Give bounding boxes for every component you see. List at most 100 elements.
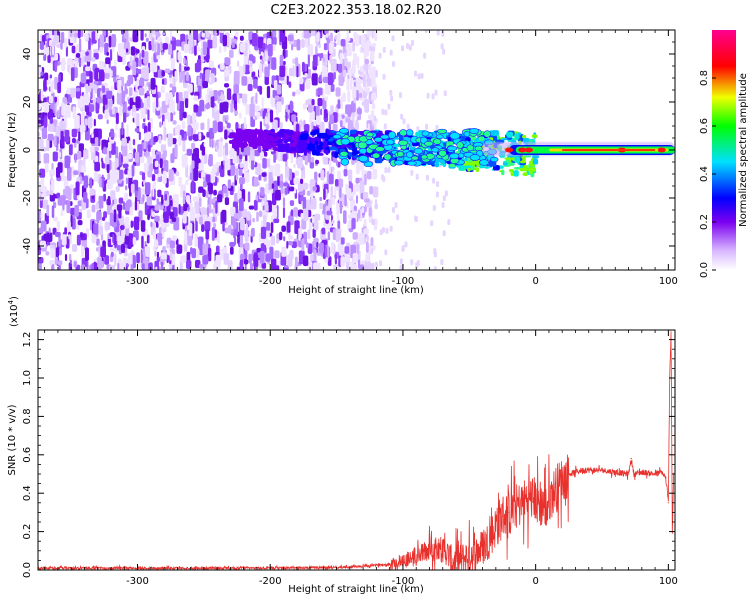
heat-cell [208, 247, 212, 262]
heat-cell [120, 243, 125, 254]
heat-cell [88, 104, 95, 113]
heat-cell [112, 233, 115, 244]
heat-cell [496, 135, 500, 140]
heat-cell [310, 144, 315, 151]
heat-cell [162, 245, 166, 253]
snr-point [422, 552, 424, 554]
heat-cell [54, 96, 58, 103]
heat-peak [466, 144, 475, 152]
heat-cell [314, 213, 321, 221]
heat-cell [417, 73, 421, 80]
heat-cell [75, 87, 81, 92]
heat-cell [280, 187, 284, 194]
heat-cell [287, 240, 293, 246]
heat-cell [238, 129, 247, 133]
heat-cell [219, 165, 222, 174]
heat-cell [245, 223, 249, 234]
heat-cell [163, 127, 167, 141]
heat-cell [89, 177, 93, 189]
heat-cell [86, 106, 90, 116]
heat-cell [129, 56, 133, 67]
heat-cell [68, 253, 72, 262]
heat-cell [191, 160, 195, 169]
heat-cell [266, 37, 272, 46]
heat-cell [310, 197, 317, 210]
heat-cell [285, 139, 293, 142]
heat-cell [103, 62, 107, 68]
heat-cell [192, 115, 196, 125]
heat-cell [101, 216, 106, 221]
heat-cell [110, 190, 116, 200]
heat-cell [160, 85, 165, 94]
heat-cell [150, 221, 153, 228]
heat-cell [59, 120, 66, 130]
heat-cell [214, 260, 221, 269]
heat-cell [363, 98, 370, 108]
heat-cell [276, 101, 282, 113]
heat-cell [415, 131, 424, 137]
y-tick-label: 0.4 [22, 485, 33, 501]
heat-cell [217, 148, 223, 158]
heat-cell [441, 201, 445, 208]
heat-cell [335, 229, 340, 243]
heat-cell [354, 183, 360, 192]
y-tick-label: 0.6 [22, 447, 33, 463]
heat-cell [153, 62, 158, 73]
heat-cell [415, 262, 419, 269]
heat-cell [328, 160, 332, 174]
heat-cell [233, 142, 239, 149]
heat-cell [211, 138, 214, 149]
colorbar-tick-label: 0.6 [699, 118, 710, 134]
heat-cell [357, 209, 361, 219]
heat-cell [57, 260, 63, 266]
heat-cell [66, 87, 72, 95]
heat-cell [300, 140, 305, 145]
snr-point [601, 469, 603, 471]
heat-cell [401, 45, 405, 52]
heat-cell [334, 151, 339, 159]
line-peak [505, 147, 514, 153]
heat-cell [45, 251, 50, 256]
heat-cell [294, 187, 297, 194]
heat-cell [506, 131, 513, 137]
heat-cell [363, 198, 370, 203]
heat-cell [222, 34, 228, 47]
heat-cell [38, 209, 42, 224]
heat-cell [121, 122, 124, 136]
heat-cell [239, 154, 243, 160]
heat-cell [170, 30, 173, 41]
heat-cell [363, 192, 369, 201]
heat-cell [208, 60, 214, 68]
heat-cell [504, 157, 512, 160]
heat-cell [301, 144, 306, 147]
heat-cell [50, 248, 56, 259]
heat-cell [109, 247, 116, 252]
heat-cell [147, 122, 151, 134]
heat-cell [439, 163, 447, 166]
heat-cell [225, 57, 231, 66]
heat-cell [238, 140, 243, 148]
heat-cell [191, 142, 196, 150]
heat-cell [394, 201, 398, 208]
heat-cell [167, 133, 173, 146]
heat-cell [39, 138, 44, 151]
heat-cell [291, 114, 297, 122]
heat-cell [325, 149, 329, 155]
heat-cell [352, 232, 358, 240]
heat-cell [271, 235, 276, 246]
heat-cell [339, 200, 343, 214]
heat-cell [296, 131, 301, 136]
heat-cell [167, 112, 171, 123]
heat-cell [366, 30, 372, 37]
snr-point [508, 511, 510, 513]
heat-cell [93, 118, 96, 127]
heat-cell [261, 200, 265, 207]
heat-cell [328, 199, 332, 209]
heat-cell [211, 167, 215, 173]
heat-cell [38, 119, 44, 124]
heat-cell [45, 42, 48, 48]
heat-cell [98, 69, 105, 82]
heat-cell [259, 250, 265, 264]
heat-cell [305, 79, 311, 90]
